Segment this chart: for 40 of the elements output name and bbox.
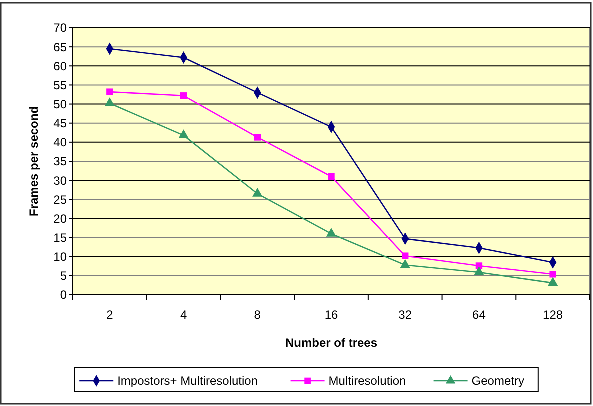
point — [106, 88, 114, 96]
point — [104, 98, 116, 106]
point — [474, 266, 484, 276]
x-axis-title: Number of trees — [285, 336, 378, 350]
point — [180, 92, 188, 100]
x-tick-label: 16 — [324, 308, 338, 322]
y-tick-label: 0 — [60, 288, 68, 302]
y-tick-label: 30 — [54, 174, 68, 188]
legend-label: Multiresolution — [328, 374, 406, 388]
y-tick-label: 5 — [60, 269, 68, 284]
y-axis-title: Frames per second — [27, 106, 41, 217]
legend-label: Impostors+ Multiresolution — [118, 374, 258, 388]
x-tick-label: 2 — [106, 308, 114, 322]
x-tick-label: 128 — [543, 308, 564, 322]
point — [178, 130, 189, 139]
y-tick-label: 20 — [54, 212, 68, 226]
point — [400, 259, 410, 268]
y-tick-label: 65 — [54, 40, 68, 54]
point — [254, 134, 261, 141]
point — [402, 252, 409, 260]
y-tick-label: 40 — [54, 136, 68, 150]
y-tick-label: 35 — [54, 154, 68, 169]
point — [548, 277, 558, 286]
point — [550, 271, 556, 278]
x-tick-label: 64 — [472, 308, 486, 322]
y-tick-label: 55 — [54, 78, 68, 92]
y-tick-label: 50 — [54, 97, 68, 112]
point — [326, 228, 337, 237]
y-tick-label: 15 — [54, 230, 68, 245]
point — [328, 173, 335, 180]
x-tick-label: 4 — [180, 308, 188, 322]
x-tick-label: 32 — [398, 308, 412, 322]
point — [252, 188, 263, 197]
y-tick-label: 45 — [54, 116, 68, 131]
y-tick-label: 60 — [54, 59, 68, 74]
y-tick-label: 25 — [54, 192, 68, 207]
legend-label: Geometry — [472, 374, 524, 388]
y-tick-label: 70 — [54, 21, 68, 36]
x-tick-label: 8 — [254, 308, 262, 322]
y-tick-label: 10 — [54, 250, 68, 264]
